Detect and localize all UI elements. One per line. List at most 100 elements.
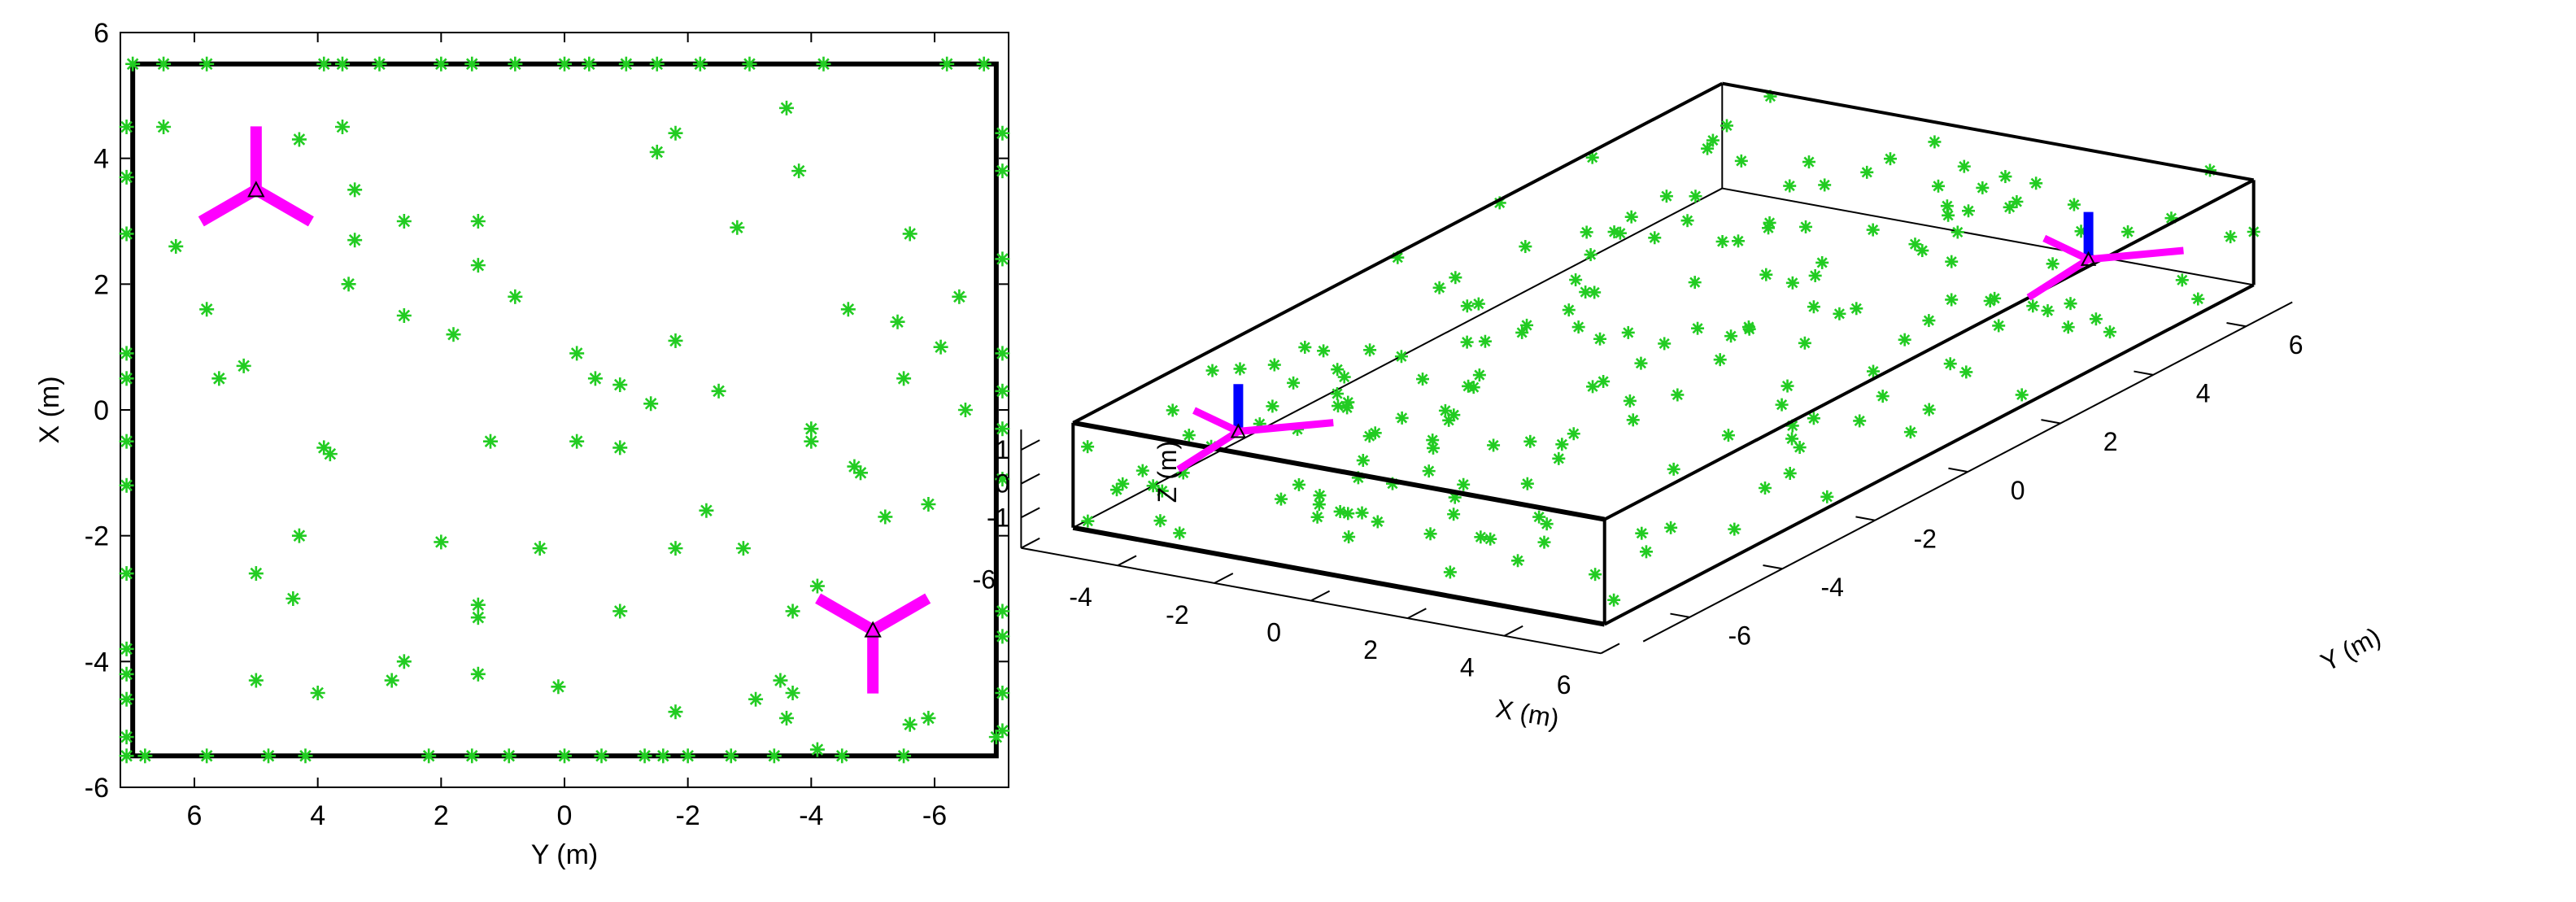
data-point-3d <box>1081 514 1095 528</box>
data-point <box>119 477 134 493</box>
data-point-3d <box>1988 291 2002 305</box>
x-tick-label-3d: -2 <box>1166 600 1188 630</box>
data-point <box>594 748 609 764</box>
y-tick-3d <box>2134 370 2154 376</box>
data-point <box>995 163 1010 179</box>
x-tick-label-3d: -4 <box>1069 582 1092 612</box>
data-point <box>347 233 363 248</box>
data-point <box>119 169 134 185</box>
data-point <box>199 56 215 72</box>
data-point-3d <box>1689 190 1702 203</box>
x-tick-3d <box>1503 625 1523 637</box>
box-edge <box>1721 81 2255 182</box>
data-point-3d <box>1081 440 1095 454</box>
data-point <box>199 302 215 317</box>
y-tick-label: 6 <box>94 18 109 49</box>
data-point <box>952 289 967 304</box>
y-tick-3d <box>1670 612 1690 618</box>
data-point-3d <box>1883 152 1897 166</box>
data-point <box>680 748 695 764</box>
data-point <box>995 723 1010 739</box>
data-point-3d <box>1588 285 1602 299</box>
data-point-3d <box>1371 515 1384 529</box>
data-point-3d <box>1992 319 2006 333</box>
data-point <box>248 566 264 582</box>
x-tick-label: -6 <box>922 800 947 831</box>
data-point-3d <box>1731 234 1745 248</box>
data-point <box>779 710 794 726</box>
data-point-3d <box>1785 432 1799 446</box>
room-box-front-edges <box>1071 81 2256 627</box>
data-point <box>668 541 683 556</box>
data-point <box>396 308 412 323</box>
data-point <box>298 748 313 764</box>
data-point <box>988 730 1004 745</box>
data-point <box>902 226 918 242</box>
data-point-3d <box>1471 297 1485 311</box>
data-point-3d <box>1341 507 1355 521</box>
data-point-3d <box>1166 403 1179 417</box>
data-point-3d <box>1624 210 1638 224</box>
data-point-3d <box>1867 364 1880 378</box>
data-point-3d <box>2046 257 2059 271</box>
x-tick-3d <box>1020 537 1040 549</box>
data-point-3d <box>2103 325 2116 339</box>
data-point-3d <box>1898 333 1911 346</box>
3d-axes <box>1020 301 2293 655</box>
data-point-3d <box>1395 411 1409 425</box>
x-tick-label: 2 <box>434 800 449 831</box>
data-point-3d <box>1799 220 1813 233</box>
data-point-3d <box>1860 165 1874 179</box>
data-point-3d <box>1808 268 1822 282</box>
data-point-3d <box>1474 530 1488 544</box>
data-point-3d <box>1688 276 1702 290</box>
x-tick-3d <box>1600 643 1620 655</box>
data-point <box>902 717 918 732</box>
data-point-3d <box>1928 135 1942 149</box>
data-point-3d <box>1519 240 1532 254</box>
data-point <box>156 56 172 72</box>
data-point-3d <box>1342 530 1356 544</box>
y-tick-label-3d: 6 <box>2289 330 2304 359</box>
data-point-3d <box>2224 230 2238 244</box>
y-tick-label-3d: 4 <box>2196 379 2211 408</box>
data-point-3d <box>1394 350 1408 364</box>
data-point-3d <box>1292 477 1305 491</box>
data-point <box>995 472 1010 487</box>
x-tick-3d <box>1310 590 1331 602</box>
data-point <box>656 748 671 764</box>
y-tick-label-3d: -4 <box>1820 573 1843 602</box>
data-point-3d <box>1713 353 1727 367</box>
data-point-3d <box>1706 133 1720 147</box>
data-point-3d <box>1457 477 1471 491</box>
y-tick-label-3d: -2 <box>1913 524 1936 553</box>
x-tick-label: 4 <box>310 800 325 831</box>
data-point-3d <box>1287 376 1301 390</box>
x-tick-label: -2 <box>676 800 700 831</box>
data-point <box>434 534 449 550</box>
data-point-3d <box>1487 438 1501 452</box>
data-point-3d <box>1584 248 1597 262</box>
data-point-3d <box>1472 368 1486 382</box>
sensor-points <box>119 56 1010 764</box>
data-point-3d <box>1775 398 1789 412</box>
antenna-2 <box>815 593 931 694</box>
data-point <box>372 56 387 72</box>
y-axis-label: X (m) <box>34 376 65 443</box>
x-axis-label-3d: X (m) <box>1493 694 1561 734</box>
y-tick-3d <box>1763 564 1783 570</box>
box-edge <box>1603 178 2255 521</box>
data-point <box>699 503 714 518</box>
z-tick-3d <box>1020 473 1040 485</box>
data-point <box>612 377 628 393</box>
y-tick-label: -2 <box>85 521 109 552</box>
data-point-3d <box>1266 399 1279 413</box>
data-point <box>612 604 628 619</box>
data-point-3d <box>2064 297 2077 311</box>
axes-frame <box>120 32 1009 788</box>
data-point-3d <box>2089 312 2103 326</box>
data-point-3d <box>2191 292 2205 306</box>
data-point-3d <box>1432 281 1446 294</box>
data-point <box>137 748 153 764</box>
data-point-3d <box>1520 318 1534 332</box>
